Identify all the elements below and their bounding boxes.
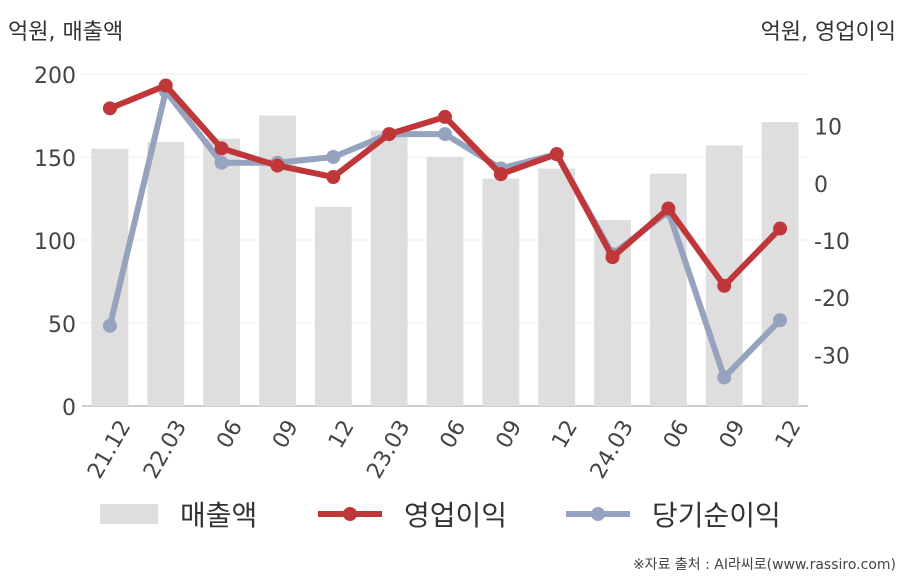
legend-swatch-net-line <box>566 507 630 521</box>
point-operating-profit <box>605 250 620 265</box>
point-operating-profit <box>717 278 732 293</box>
right-tick-label: 10 <box>814 116 842 141</box>
x-tick-label: 21.12 <box>83 416 136 483</box>
source-note: ※자료 출처 : AI라씨로(www.rassiro.com) <box>632 557 896 573</box>
legend-label-net-income: 당기순이익 <box>652 499 781 532</box>
x-tick-labels: 21.12 22.03 06 09 12 23.03 06 09 12 24.03 06 09 12 <box>83 416 806 483</box>
left-tick-label: 50 <box>48 313 76 338</box>
legend: 매출액 영업이익 당기순이익 <box>0 492 908 536</box>
x-tick-label: 12 <box>324 416 360 453</box>
point-operating-profit <box>270 158 285 173</box>
x-tick-label: 12 <box>547 416 583 453</box>
point-net-income <box>214 155 229 170</box>
legend-swatch-operating-line <box>318 507 382 521</box>
bar-revenue <box>761 122 799 406</box>
point-net-income <box>717 370 732 385</box>
right-tick-label: -20 <box>814 287 850 312</box>
bar-revenue <box>147 142 185 406</box>
x-tick-label: 09 <box>268 416 304 453</box>
point-operating-profit <box>382 127 397 142</box>
bar-revenue <box>538 168 576 406</box>
right-tick-label: -10 <box>814 230 850 255</box>
right-axis-unit-label: 억원, 영업이익 <box>760 20 896 45</box>
bar-revenue <box>314 206 352 406</box>
legend-swatch-bar <box>100 504 158 524</box>
point-net-income <box>102 318 117 333</box>
point-operating-profit <box>438 109 452 124</box>
left-axis-unit-label: 억원, 매출액 <box>8 20 124 45</box>
combo-chart: 0 50 100 150 200 -30 -20 -10 0 10 21.12 22.03 06 09… <box>34 64 850 483</box>
point-net-income <box>326 150 341 164</box>
left-tick-label: 0 <box>62 396 76 421</box>
x-tick-label: 24.03 <box>586 416 639 483</box>
point-operating-profit <box>493 167 508 182</box>
line-series <box>102 78 788 385</box>
x-tick-label: 06 <box>659 416 695 453</box>
point-net-income <box>438 127 452 142</box>
x-tick-label: 12 <box>771 416 807 453</box>
left-tick-label: 100 <box>34 230 76 255</box>
x-tick-label: 06 <box>436 416 472 453</box>
legend-item-revenue: 매출액 <box>100 492 257 536</box>
point-operating-profit <box>773 221 788 236</box>
point-operating-profit <box>102 101 117 116</box>
right-tick-label: 0 <box>814 173 828 198</box>
bar-revenue <box>370 130 408 406</box>
left-tick-label: 200 <box>34 64 76 89</box>
right-tick-label: -30 <box>814 344 850 369</box>
point-operating-profit <box>326 170 341 185</box>
legend-label-revenue: 매출액 <box>180 499 258 532</box>
x-tick-label: 09 <box>715 416 751 453</box>
point-operating-profit <box>214 141 229 156</box>
right-tick-labels: -30 -20 -10 0 10 <box>814 116 850 370</box>
x-tick-label: 22.03 <box>139 416 192 483</box>
bar-revenue <box>203 138 241 407</box>
x-tick-label: 06 <box>212 416 248 453</box>
bar-revenue <box>482 178 520 406</box>
point-operating-profit <box>549 147 564 162</box>
left-tick-labels: 0 50 100 150 200 <box>34 64 76 421</box>
point-operating-profit <box>661 201 676 216</box>
point-operating-profit <box>158 78 173 93</box>
left-tick-label: 150 <box>34 147 76 172</box>
legend-label-operating-profit: 영업이익 <box>404 499 508 532</box>
x-tick-label: 09 <box>492 416 528 453</box>
bar-series <box>91 115 799 407</box>
bar-revenue <box>426 157 464 406</box>
legend-item-net-income: 당기순이익 <box>566 492 781 536</box>
legend-item-operating-profit: 영업이익 <box>318 492 507 536</box>
x-tick-label: 23.03 <box>362 416 415 483</box>
point-net-income <box>773 313 788 328</box>
